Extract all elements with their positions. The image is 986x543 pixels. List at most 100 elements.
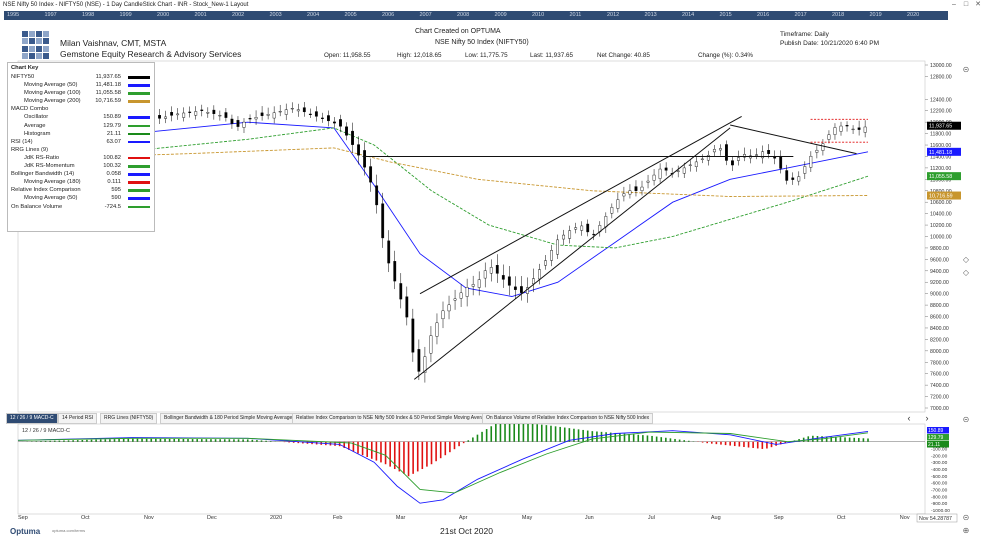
optuma-brand: Optuma (10, 527, 41, 536)
chart-key-swatch (128, 132, 150, 136)
x-tick-label: Nov (144, 515, 154, 521)
candle-body (224, 112, 228, 118)
candle-body (532, 278, 535, 285)
chart-key-swatch (128, 92, 150, 95)
candle-body (296, 109, 300, 112)
candle-body (495, 265, 499, 274)
chart-key-panel: Chart Key NIFTY50 11,937.65 Moving Average… (7, 62, 155, 232)
timeline-year: 2015 (719, 12, 732, 18)
macd-y-tick-label: -400.00 (931, 467, 948, 473)
candle-body (839, 125, 843, 132)
candle-body (212, 109, 216, 114)
x-tick-label: Sep (774, 515, 784, 521)
chart-key-row: Oscillator 150.89 (8, 113, 154, 121)
candle-body (423, 356, 427, 373)
trend-line (413, 127, 731, 380)
chart-key-value: 10,716.59 (95, 98, 121, 105)
close-icon[interactable]: ✕ (975, 1, 981, 8)
tab-next-icon[interactable]: › (925, 413, 929, 423)
ma-line (17, 121, 869, 297)
candle-body (339, 119, 342, 127)
chart-key-name: JdK RS-Ratio (24, 154, 60, 161)
chart-key-row: Moving Average (100) 11,055.58 (8, 89, 154, 97)
y-tick-label: 7200.00 (930, 395, 949, 401)
candle-body (489, 267, 493, 274)
candle-body (459, 292, 463, 299)
value-flag (927, 147, 961, 156)
chart-key-value: 63.07 (106, 138, 121, 145)
open-value: Open: 11,958.55 (324, 52, 371, 59)
maximize-icon[interactable]: □ (963, 1, 969, 8)
candle-body (447, 304, 451, 312)
tab-prev-icon[interactable]: ‹ (907, 413, 911, 423)
tab-indicator[interactable]: 12 / 26 / 9 MACD-C (6, 413, 58, 424)
tab-indicator[interactable]: Bollinger Bandwidth & 180 Period Simple … (160, 413, 297, 424)
candle-body (857, 127, 861, 130)
lock-icon[interactable]: ⊝ (962, 65, 970, 74)
timeframe-label: Timeframe: Daily (780, 31, 829, 38)
timeline-year: 2008 (457, 12, 470, 18)
chart-key-row: JdK RS-Ratio 100.82 (8, 154, 154, 162)
candle-body (652, 174, 656, 181)
value-flag (927, 121, 961, 130)
candle-body (182, 112, 186, 118)
author-name: Milan Vaishnav, CMT, MSTA (60, 38, 167, 48)
high-value: High: 12,018.65 (397, 52, 442, 59)
candle-body (314, 111, 318, 117)
tab-indicator[interactable]: Relative Index Comparison to NSE Nifty 5… (292, 413, 494, 424)
candle-body (206, 112, 210, 114)
y-tick-label: 9800.00 (930, 246, 949, 252)
timeline-year: 2004 (307, 12, 320, 18)
timeline-year: 2001 (194, 12, 207, 18)
timeline-navigator[interactable]: 1995 1997 1998 1999 2000 2001 2002 2003 2004 2005… (4, 11, 948, 20)
candle-body (851, 128, 855, 131)
chart-key-swatch (128, 181, 150, 184)
chart-key-name: Histogram (24, 130, 51, 137)
window-title: NSE Nifty 50 Index - NIFTY50 (NSE) - 1 D… (3, 2, 249, 8)
value-flag (927, 191, 961, 200)
candle-body (351, 130, 354, 145)
candle-body (658, 168, 662, 179)
y-tick-label: 13000.00 (930, 63, 952, 69)
minimize-icon[interactable]: – (952, 1, 956, 8)
panel-close-icon[interactable]: ⊝ (962, 415, 970, 424)
panel-zoom-icon[interactable]: ⊕ (962, 526, 970, 535)
panel-lock-icon[interactable]: ⊝ (962, 513, 970, 522)
candle-body (845, 125, 849, 127)
chart-key-swatch (128, 165, 150, 168)
tab-indicator[interactable]: On Balance Volume of Relative Index Comp… (482, 413, 654, 424)
y-tick-label: 11200.00 (930, 166, 951, 172)
macd-y-tick-label: -600.00 (931, 481, 948, 487)
chart-key-name: Moving Average (50) (24, 195, 78, 202)
expand-icon[interactable]: ◇ (962, 255, 970, 264)
chart-key-name: Moving Average (180) (24, 179, 81, 186)
candle-body (333, 121, 336, 124)
candle-body (405, 296, 409, 318)
tab-indicator[interactable]: 14 Period RSI (58, 413, 98, 424)
value-flag-label: 11,937.65 (929, 124, 952, 130)
candle-body (538, 269, 541, 280)
timeline-year: 2002 (232, 12, 245, 18)
chart-key-name: RRG Lines (9) (11, 146, 49, 153)
candle-body (827, 134, 831, 140)
candle-body (725, 144, 728, 161)
macd-panel-title: 12 / 26 / 9 MACD-C (22, 428, 70, 434)
x-tick-label: Oct (837, 515, 846, 521)
candle-body (387, 240, 391, 264)
y-tick-label: 12800.00 (930, 74, 952, 80)
firm-logo-icon (22, 31, 50, 59)
tab-indicator[interactable]: RRG Lines (NIFTY50) (100, 413, 158, 424)
value-flag-label: 11,481.18 (929, 150, 952, 156)
chart-key-row: Moving Average (50) 11,481.18 (8, 81, 154, 89)
candle-body (628, 190, 632, 195)
net-change-value: Net Change: 40.85 (597, 52, 650, 59)
chart-key-row: On Balance Volume -724.5 (8, 203, 154, 211)
candle-body (272, 112, 276, 119)
candle-body (248, 118, 252, 120)
collapse-icon[interactable]: ◇ (962, 268, 970, 277)
value-flag-label: 10,716.59 (929, 194, 953, 200)
x-tick-label: Jul (648, 515, 655, 521)
candle-body (580, 225, 584, 231)
chart-key-value: 129.79 (103, 122, 121, 129)
